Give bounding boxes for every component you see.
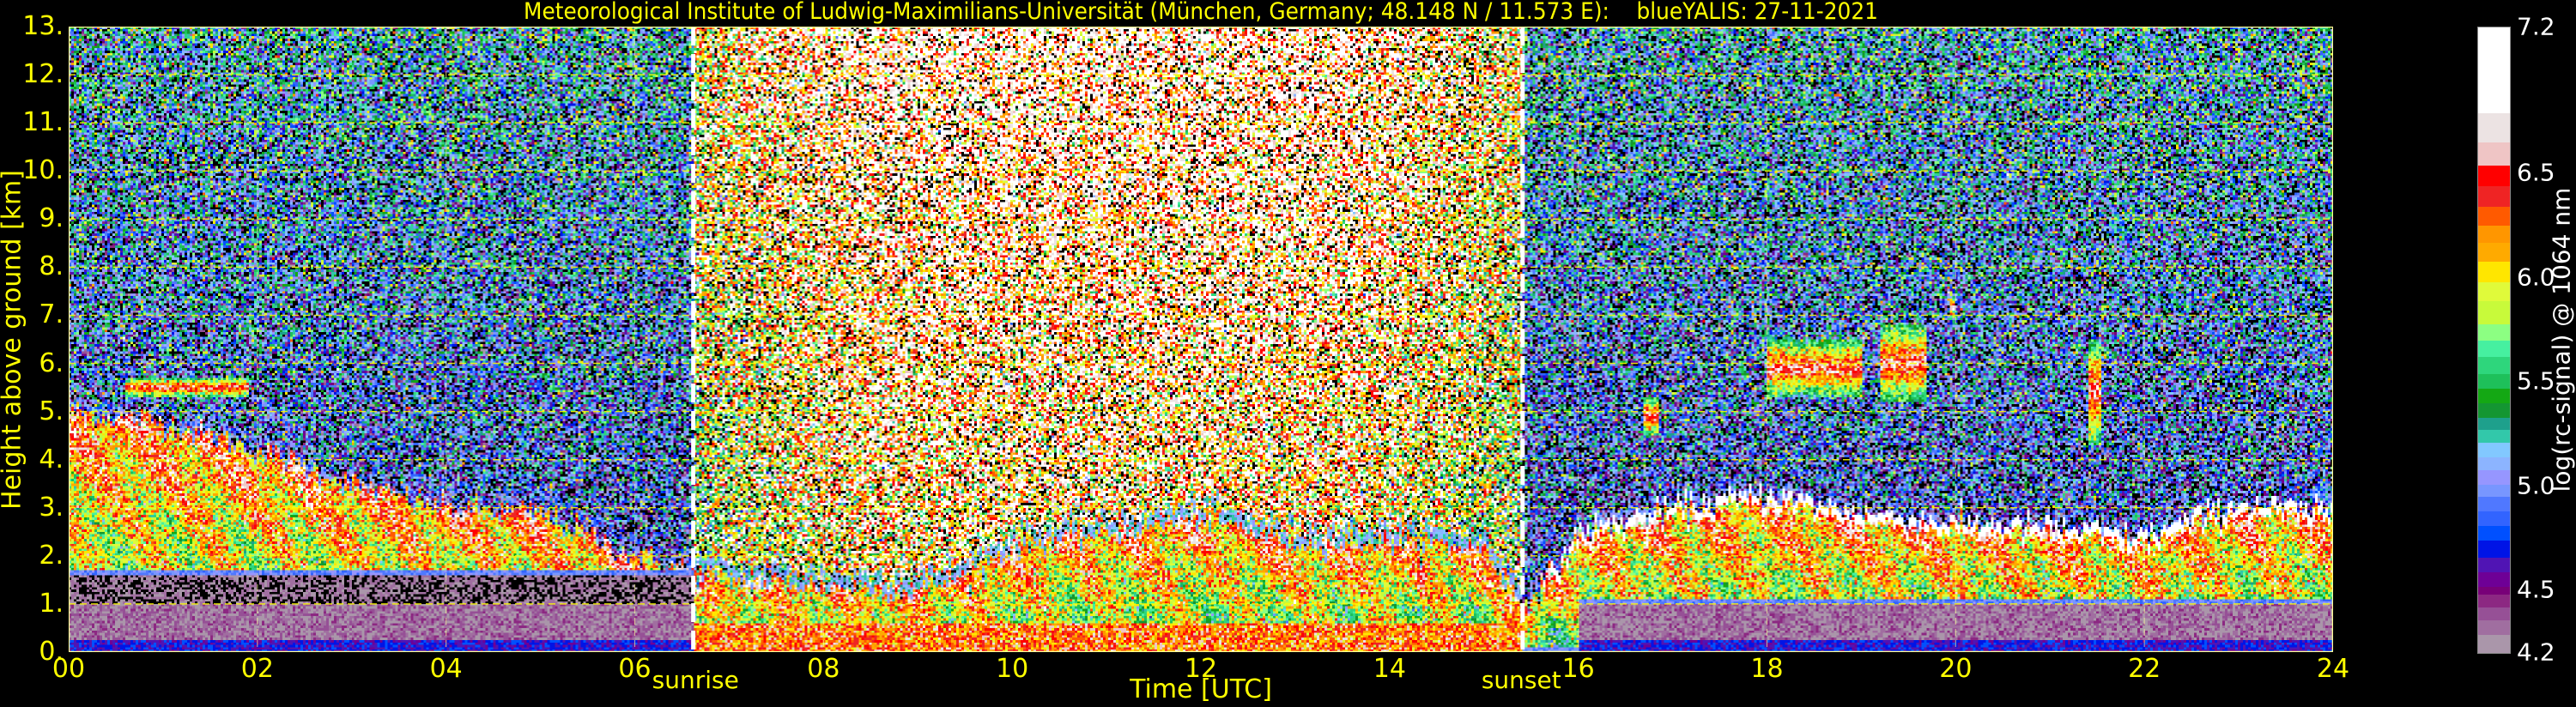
colorbar-tick-label: 6.0 xyxy=(2517,263,2555,292)
y-tick-label: 6. xyxy=(39,347,64,378)
colorbar-level xyxy=(2478,557,2510,572)
colorbar-tick-label: 4.5 xyxy=(2517,575,2555,604)
colorbar-level xyxy=(2478,242,2510,262)
colorbar-tick-label: 6.5 xyxy=(2517,158,2555,187)
colorbar-level xyxy=(2478,484,2510,498)
y-tick-label: 5. xyxy=(39,396,64,426)
x-tick-label: 06 xyxy=(618,654,652,684)
colorbar-level xyxy=(2478,206,2510,227)
x-tick-label: 00 xyxy=(52,654,86,684)
x-tick-label: 12 xyxy=(1184,654,1218,684)
colorbar-level xyxy=(2478,142,2510,166)
x-tick-label: 08 xyxy=(807,654,840,684)
colorbar-level xyxy=(2478,634,2510,654)
y-tick-label: 9. xyxy=(39,203,64,234)
colorbar-level xyxy=(2478,607,2510,620)
colorbar-level xyxy=(2478,112,2510,143)
sunrise-label: sunrise xyxy=(652,666,739,694)
colorbar-level xyxy=(2478,165,2510,187)
colorbar-level xyxy=(2478,225,2510,243)
y-tick-label: 2. xyxy=(39,540,64,571)
colorbar-label: log(rc-signal) @ 1064 nm xyxy=(2547,187,2576,492)
plot-frame xyxy=(69,27,2333,652)
colorbar-level xyxy=(2478,586,2510,595)
colorbar-level xyxy=(2478,442,2510,458)
colorbar-level xyxy=(2478,594,2510,608)
colorbar-level xyxy=(2478,185,2510,208)
colorbar-level xyxy=(2478,540,2510,558)
colorbar-level xyxy=(2478,571,2510,587)
y-tick-label: 0. xyxy=(39,637,64,667)
colorbar-level xyxy=(2478,356,2510,374)
x-tick-label: 02 xyxy=(240,654,274,684)
colorbar-level xyxy=(2478,456,2510,470)
x-tick-label: 14 xyxy=(1373,654,1406,684)
colorbar-tick-label: 5.5 xyxy=(2517,366,2555,396)
colorbar xyxy=(2477,27,2511,654)
colorbar-level xyxy=(2478,340,2510,358)
colorbar-level xyxy=(2478,300,2510,324)
y-tick-label: 8. xyxy=(39,251,64,282)
colorbar-level xyxy=(2478,27,2510,114)
x-tick-label: 16 xyxy=(1561,654,1595,684)
colorbar-tick-label: 5.0 xyxy=(2517,471,2555,500)
colorbar-level xyxy=(2478,469,2510,485)
colorbar-level xyxy=(2478,525,2510,541)
x-tick-label: 18 xyxy=(1750,654,1784,684)
x-tick-label: 22 xyxy=(2128,654,2161,684)
colorbar-tick-label: 4.2 xyxy=(2517,638,2555,667)
colorbar-level xyxy=(2478,373,2510,389)
y-tick-label: 12. xyxy=(22,59,64,90)
y-tick-label: 1. xyxy=(39,588,64,619)
y-tick-label: 7. xyxy=(39,299,64,330)
colorbar-level xyxy=(2478,388,2510,403)
x-tick-label: 20 xyxy=(1939,654,1973,684)
y-tick-label: 4. xyxy=(39,444,64,474)
y-axis-label: Height above ground [km] xyxy=(0,170,27,510)
colorbar-level xyxy=(2478,417,2510,431)
x-tick-label: 10 xyxy=(996,654,1029,684)
y-tick-label: 3. xyxy=(39,492,64,523)
colorbar-tick-label: 7.2 xyxy=(2517,12,2555,41)
y-tick-label: 11. xyxy=(22,107,64,138)
sunset-label: sunset xyxy=(1481,666,1561,694)
x-tick-label: 04 xyxy=(429,654,463,684)
colorbar-level xyxy=(2478,511,2510,527)
colorbar-level xyxy=(2478,281,2510,301)
colorbar-level xyxy=(2478,429,2510,444)
colorbar-level xyxy=(2478,261,2510,282)
plot-overlay xyxy=(69,27,2333,652)
chart-title: Meteorological Institute of Ludwig-Maxim… xyxy=(524,0,1878,25)
x-tick-label: 24 xyxy=(2316,654,2350,684)
plot-area xyxy=(69,27,2333,652)
colorbar-level xyxy=(2478,619,2510,635)
colorbar-level xyxy=(2478,402,2510,418)
y-tick-label: 10. xyxy=(22,155,64,186)
x-axis-label: Time [UTC] xyxy=(1130,674,1272,704)
y-tick-label: 13. xyxy=(22,11,64,41)
colorbar-level xyxy=(2478,496,2510,512)
colorbar-level xyxy=(2478,323,2510,341)
